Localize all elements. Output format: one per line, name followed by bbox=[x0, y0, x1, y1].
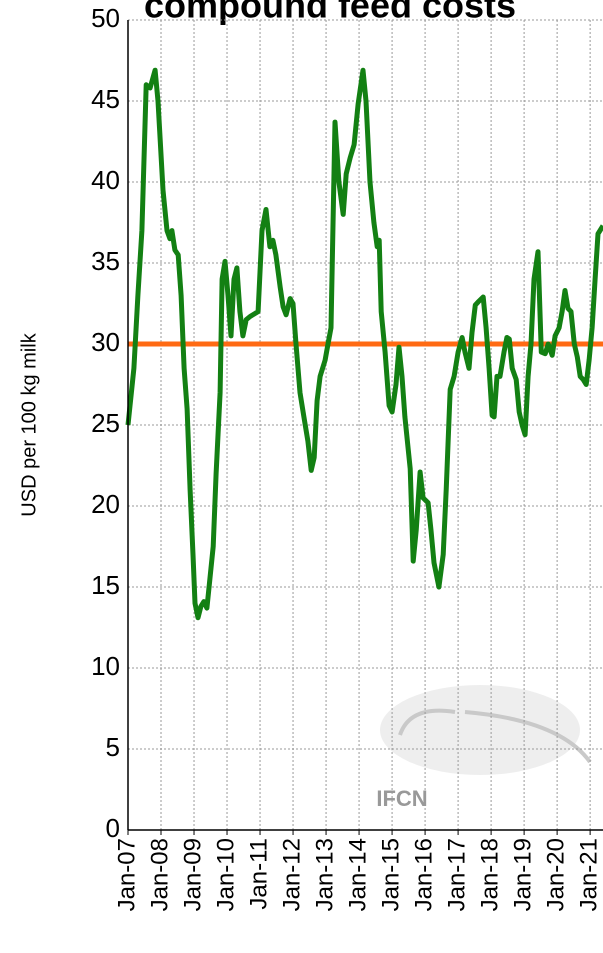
x-tick-label: Jan-15 bbox=[377, 838, 404, 911]
x-tick-label: Jan-12 bbox=[278, 838, 305, 911]
watermark-arrow bbox=[398, 708, 456, 736]
y-tick-label: 45 bbox=[91, 84, 120, 114]
x-tick-label: Jan-18 bbox=[476, 838, 503, 911]
data-line bbox=[125, 67, 603, 621]
watermark-text: IFCN bbox=[376, 786, 427, 811]
y-tick-label: 20 bbox=[91, 489, 120, 519]
x-tick-label: Jan-20 bbox=[542, 838, 569, 911]
y-tick-label: 50 bbox=[91, 3, 120, 33]
x-tick-label: Jan-08 bbox=[146, 838, 173, 911]
x-tick-label: Jan-10 bbox=[212, 838, 239, 911]
y-tick-label: 30 bbox=[91, 327, 120, 357]
y-tick-label: 0 bbox=[106, 813, 120, 843]
x-tick-label: Jan-21 bbox=[575, 838, 602, 911]
watermark-map bbox=[380, 685, 580, 775]
y-tick-label: 15 bbox=[91, 570, 120, 600]
x-tick-label: Jan-13 bbox=[311, 838, 338, 911]
x-tick-label: Jan-17 bbox=[443, 838, 470, 911]
x-tick-label: Jan-16 bbox=[410, 838, 437, 911]
x-tick-label: Jan-19 bbox=[509, 838, 536, 911]
x-tick-label: Jan-14 bbox=[344, 838, 371, 911]
x-tick-label: Jan-07 bbox=[113, 838, 140, 911]
watermark-logo bbox=[380, 685, 592, 775]
y-axis-label: USD per 100 kg milk bbox=[18, 332, 40, 516]
x-tick-label: Jan-09 bbox=[179, 838, 206, 911]
x-tick-label: Jan-11 bbox=[245, 838, 272, 910]
chart-title: compound feed costs bbox=[144, 0, 516, 26]
y-tick-label: 25 bbox=[91, 408, 120, 438]
y-tick-label: 10 bbox=[91, 651, 120, 681]
watermark-arrow bbox=[464, 710, 592, 764]
y-tick-label: 40 bbox=[91, 165, 120, 195]
y-tick-label: 35 bbox=[91, 246, 120, 276]
y-tick-label: 5 bbox=[106, 732, 120, 762]
